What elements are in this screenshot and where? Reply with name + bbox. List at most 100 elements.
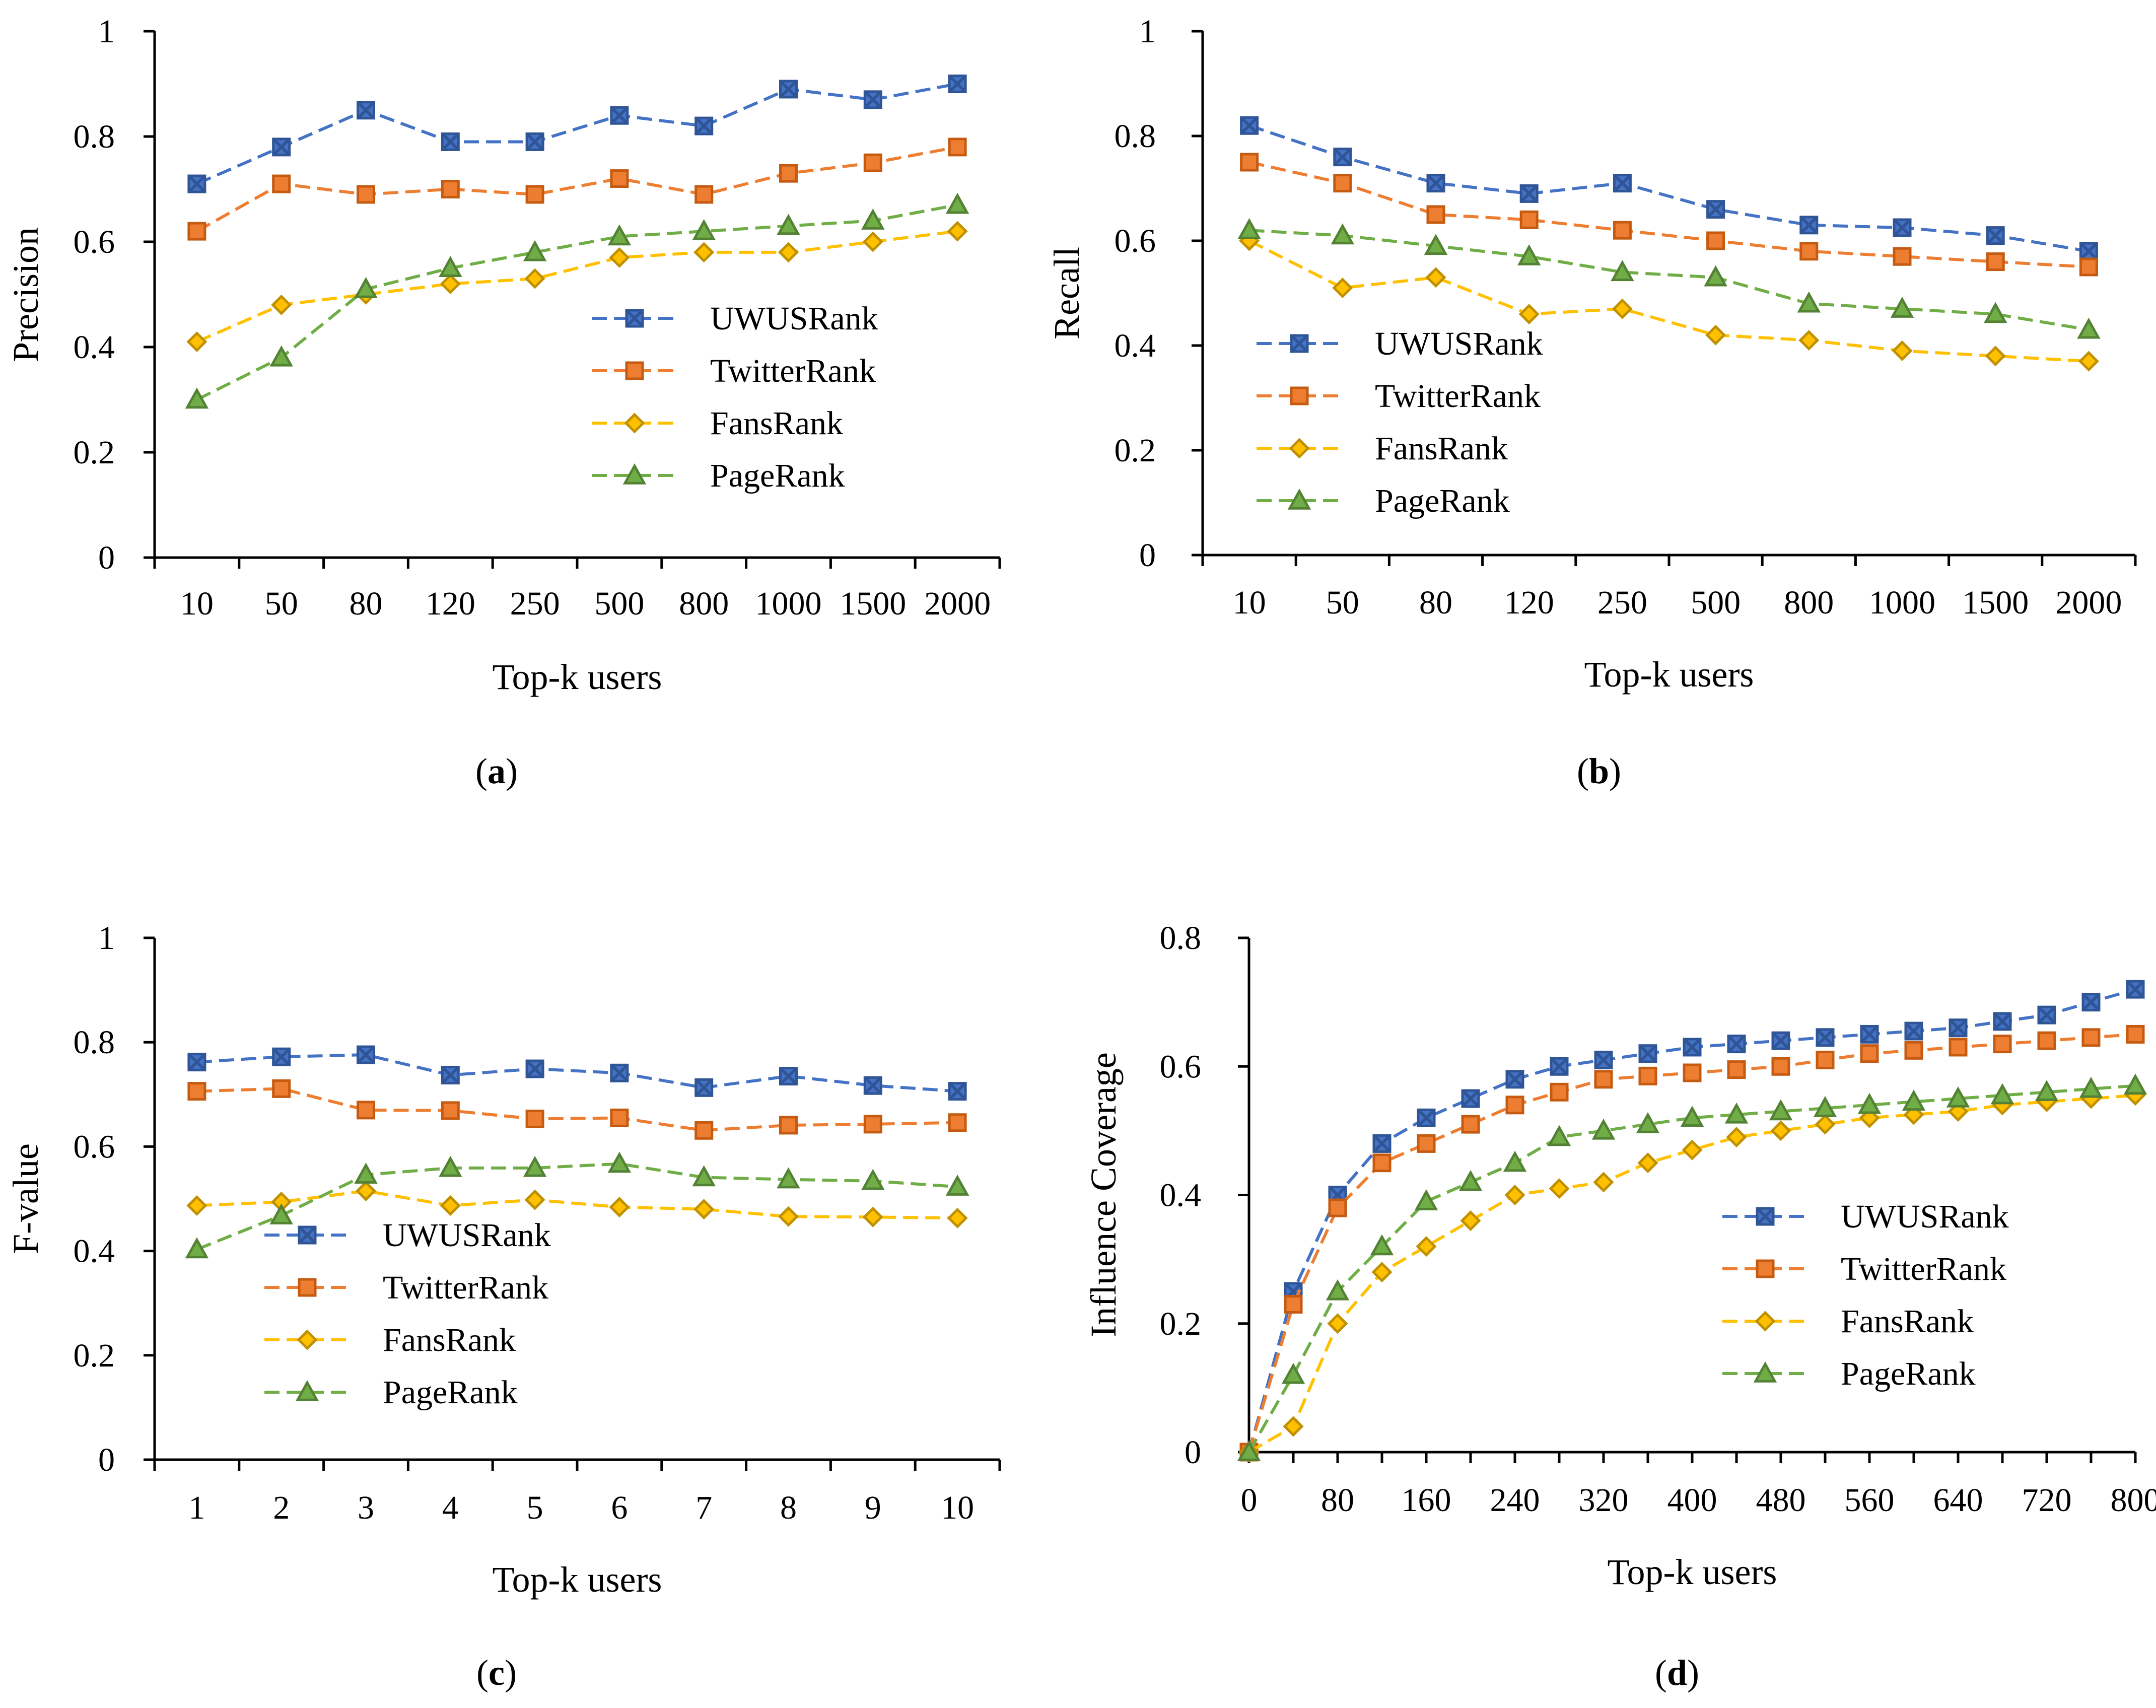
marker-pagerank-point xyxy=(185,1237,209,1259)
marker-fansrank-point xyxy=(693,1199,715,1220)
marker-twitterrank-point xyxy=(610,1108,629,1127)
marker-uwusrank-point xyxy=(525,132,544,151)
marker-fansrank-point xyxy=(1504,1184,1525,1206)
x-tick-label: 5 xyxy=(527,1489,543,1526)
marker-uwusrank-point-cross xyxy=(1860,1025,1879,1044)
marker-fansrank-point xyxy=(524,268,545,289)
marker-pagerank-point xyxy=(1636,1112,1660,1133)
marker-fansrank-point xyxy=(1332,278,1353,299)
legend-label: UWUSRank xyxy=(710,300,878,337)
marker-uwusrank-point xyxy=(2079,242,2098,261)
y-tick-label: 0.6 xyxy=(74,224,115,260)
marker-twitterrank-point-box xyxy=(694,185,714,204)
marker-fansrank-point xyxy=(1371,1262,1393,1283)
marker-fansrank-point xyxy=(271,294,292,315)
marker-uwusrank-point xyxy=(357,1045,375,1064)
marker-twitterrank-point xyxy=(610,169,629,188)
x-tick-label: 320 xyxy=(1579,1482,1629,1519)
marker-twitterrank-point-box xyxy=(1683,1063,1702,1082)
marker-twitterrank-point xyxy=(2126,1024,2145,1044)
marker-fansrank-point xyxy=(1425,267,1446,288)
marker-fansrank-legend xyxy=(1289,438,1310,459)
x-axis-title: Top-k users xyxy=(493,657,662,697)
marker-pagerank-point xyxy=(861,1169,885,1190)
legend-label: FansRank xyxy=(710,405,843,442)
marker-uwusrank-point xyxy=(610,106,629,125)
y-tick-label: 1 xyxy=(98,13,115,50)
marker-pagerank-point xyxy=(861,209,885,230)
marker-twitterrank-point xyxy=(694,1121,714,1140)
marker-twitterrank-point-box xyxy=(863,1115,882,1134)
marker-twitterrank-point-box xyxy=(2126,1024,2145,1044)
marker-uwusrank-point xyxy=(1461,1089,1480,1108)
x-tick-label: 1500 xyxy=(840,585,906,622)
marker-twitterrank-point-box xyxy=(863,153,882,172)
marker-pagerank-point xyxy=(945,1175,969,1196)
marker-twitterrank-point xyxy=(357,185,375,204)
marker-uwusrank-point-cross xyxy=(1986,226,2005,245)
legend-item-twitterrank: TwitterRank xyxy=(1722,1251,2006,1287)
marker-uwusrank-point-cross xyxy=(864,90,882,109)
marker-uwusrank-point-cross xyxy=(2126,980,2145,999)
marker-twitterrank-point xyxy=(1816,1050,1835,1069)
x-tick-label: 10 xyxy=(1233,584,1266,621)
panel-label-letter: a xyxy=(488,751,506,791)
y-tick-label: 0 xyxy=(98,1442,115,1478)
y-tick-label: 0.8 xyxy=(74,118,115,155)
panel-label-close: ) xyxy=(506,751,518,791)
marker-pagerank-point xyxy=(1326,1279,1350,1301)
marker-uwusrank-point-cross xyxy=(187,1053,206,1071)
x-tick-label: 640 xyxy=(1933,1482,1983,1519)
y-tick-label: 0 xyxy=(98,539,115,576)
marker-twitterrank-point-box xyxy=(1771,1057,1790,1076)
marker-uwusrank-point xyxy=(1893,218,1912,237)
y-tick-label: 0.8 xyxy=(74,1024,115,1061)
legend-item-uwusrank: UWUSRank xyxy=(264,1217,551,1254)
marker-twitterrank-point-box xyxy=(1993,1035,2012,1054)
marker-twitterrank-point-box xyxy=(1893,247,1912,266)
marker-twitterrank-point-box xyxy=(1727,1060,1746,1079)
marker-twitterrank-point xyxy=(779,1116,798,1135)
marker-twitterrank-point xyxy=(1613,221,1632,240)
marker-uwusrank-point-cross xyxy=(1893,218,1912,237)
x-tick-label: 720 xyxy=(2022,1482,2072,1519)
y-tick-label: 0.8 xyxy=(1160,920,1202,957)
marker-pagerank-point xyxy=(2077,317,2101,339)
x-tick-label: 1 xyxy=(188,1489,205,1526)
marker-uwusrank-point-cross xyxy=(948,75,967,93)
marker-twitterrank-point xyxy=(1328,1198,1347,1217)
marker-uwusrank-point xyxy=(1372,1134,1392,1153)
marker-twitterrank-point xyxy=(1893,247,1912,266)
marker-uwusrank-point-cross xyxy=(525,1059,544,1078)
marker-uwusrank-point xyxy=(1986,226,2005,245)
x-tick-label: 250 xyxy=(1597,584,1647,621)
x-tick-label: 120 xyxy=(426,585,475,622)
marker-twitterrank-point xyxy=(1638,1066,1657,1085)
marker-twitterrank-point-box xyxy=(357,185,375,204)
y-tick-label: 0.2 xyxy=(74,1337,115,1374)
marker-twitterrank-point-box xyxy=(1550,1082,1569,1102)
marker-uwusrank-point xyxy=(1683,1038,1702,1057)
marker-fansrank-point xyxy=(1460,1210,1481,1232)
marker-twitterrank-point-box xyxy=(1799,242,1819,261)
marker-twitterrank-point xyxy=(1799,242,1819,261)
legend-label: TwitterRank xyxy=(710,353,876,389)
marker-twitterrank-point-box xyxy=(2037,1031,2056,1050)
x-tick-label: 120 xyxy=(1504,584,1554,621)
legend-label: TwitterRank xyxy=(383,1269,548,1306)
marker-twitterrank-point xyxy=(525,1109,544,1128)
marker-twitterrank-point xyxy=(1372,1153,1392,1173)
marker-uwusrank-legend-cross xyxy=(1756,1207,1775,1226)
marker-twitterrank-point-box xyxy=(779,1116,798,1135)
marker-fansrank-point xyxy=(1705,324,1726,346)
marker-twitterrank-point-box xyxy=(1417,1134,1436,1153)
marker-pagerank-point xyxy=(1680,1106,1704,1127)
marker-twitterrank-point xyxy=(1284,1294,1303,1314)
marker-uwusrank-point xyxy=(1505,1070,1524,1089)
x-tick-label: 250 xyxy=(510,585,560,622)
marker-twitterrank-point-box xyxy=(1328,1198,1347,1217)
marker-uwusrank-point xyxy=(863,1076,882,1095)
marker-twitterrank-point xyxy=(1550,1082,1569,1102)
marker-uwusrank-point-cross xyxy=(779,80,798,99)
y-tick-label: 0.2 xyxy=(1160,1306,1202,1342)
